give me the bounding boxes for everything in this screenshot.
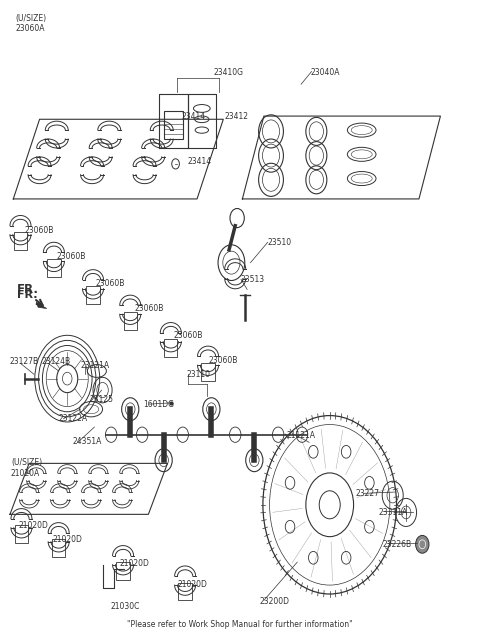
Text: 23040A: 23040A bbox=[311, 68, 340, 77]
Text: 23124B: 23124B bbox=[42, 357, 71, 366]
Bar bbox=[52, 540, 65, 557]
Text: "Please refer to Work Shop Manual for further information": "Please refer to Work Shop Manual for fu… bbox=[127, 620, 353, 629]
Bar bbox=[164, 339, 178, 357]
Bar bbox=[179, 582, 192, 600]
Bar bbox=[14, 232, 27, 250]
Text: 23410G: 23410G bbox=[214, 68, 244, 77]
Text: 23412: 23412 bbox=[225, 111, 249, 120]
Circle shape bbox=[416, 536, 429, 553]
Text: 23060B: 23060B bbox=[56, 252, 85, 260]
Text: FR.: FR. bbox=[17, 283, 39, 296]
Text: 24351A: 24351A bbox=[72, 436, 101, 445]
Bar bbox=[86, 286, 100, 304]
Text: 23227: 23227 bbox=[356, 489, 380, 498]
Text: 23414: 23414 bbox=[188, 157, 212, 166]
Text: 23510: 23510 bbox=[268, 237, 292, 247]
Text: 23414: 23414 bbox=[182, 111, 206, 120]
Bar bbox=[201, 363, 215, 381]
Text: 23110: 23110 bbox=[187, 370, 211, 379]
Text: 23122A: 23122A bbox=[59, 414, 88, 423]
Text: 23060B: 23060B bbox=[134, 304, 163, 313]
Text: 23060B: 23060B bbox=[173, 332, 203, 340]
Text: 23311A: 23311A bbox=[378, 508, 408, 517]
Text: 23226B: 23226B bbox=[382, 540, 411, 549]
Bar bbox=[47, 259, 60, 276]
Text: 23127B: 23127B bbox=[10, 357, 39, 366]
Text: 23060B: 23060B bbox=[96, 278, 125, 287]
Text: 23121A: 23121A bbox=[80, 362, 109, 371]
Text: 21020D: 21020D bbox=[177, 580, 207, 589]
Text: 23060B: 23060B bbox=[209, 356, 239, 365]
Text: (U/SIZE)
21020A: (U/SIZE) 21020A bbox=[11, 458, 42, 477]
Polygon shape bbox=[36, 302, 47, 308]
Text: 21020D: 21020D bbox=[120, 559, 150, 568]
Bar bbox=[164, 111, 183, 139]
Bar bbox=[123, 312, 137, 330]
Bar bbox=[15, 525, 28, 543]
Text: 21030C: 21030C bbox=[110, 602, 140, 611]
Text: 23060B: 23060B bbox=[24, 227, 54, 236]
Text: FR.: FR. bbox=[17, 289, 37, 300]
Bar bbox=[116, 562, 130, 580]
Text: 23513: 23513 bbox=[241, 275, 265, 284]
Text: (U/SIZE)
23060A: (U/SIZE) 23060A bbox=[16, 14, 47, 33]
Text: 21020D: 21020D bbox=[18, 521, 48, 530]
Text: 23200D: 23200D bbox=[259, 597, 289, 606]
Text: 21121A: 21121A bbox=[287, 431, 316, 440]
Text: 1601DG: 1601DG bbox=[144, 399, 175, 408]
Text: 21020D: 21020D bbox=[53, 535, 83, 545]
Text: 23125: 23125 bbox=[90, 394, 114, 403]
